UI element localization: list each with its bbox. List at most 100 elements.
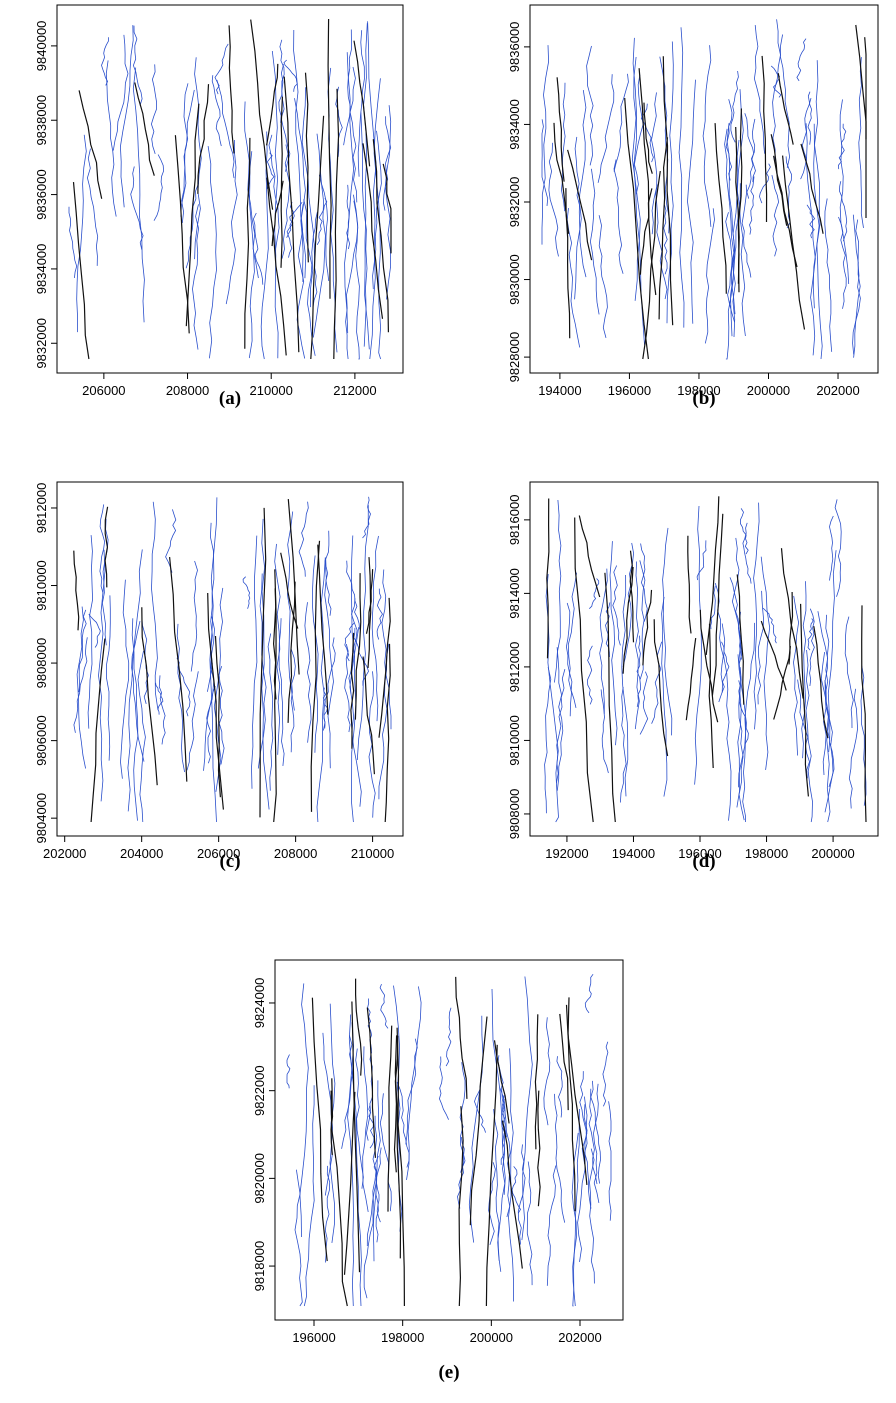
edge-trace: [770, 65, 782, 98]
edge-trace: [759, 163, 771, 204]
edge-trace: [824, 198, 833, 352]
edge-trace: [283, 59, 298, 92]
lineament-trace: [310, 115, 325, 360]
edge-trace: [278, 618, 285, 766]
edge-trace: [242, 576, 251, 609]
y-tick-label: 9828000: [507, 332, 522, 383]
lineament-trace: [469, 1016, 488, 1226]
x-tick-label: 208000: [274, 846, 317, 861]
y-tick-label: 9834000: [507, 99, 522, 150]
lineament-trace: [537, 1090, 541, 1207]
lineament-trace: [73, 550, 80, 631]
edge-trace: [714, 582, 724, 693]
edge-trace: [725, 212, 735, 323]
edge-trace: [858, 57, 864, 228]
edge-trace: [824, 680, 835, 788]
edge-trace: [180, 83, 189, 217]
lineament-trace: [458, 1106, 464, 1307]
y-tick-label: 9822000: [252, 1065, 267, 1116]
edge-trace: [76, 134, 87, 333]
panel: 194000 196000 198000 200000 202000 9828000 983…: [507, 4, 879, 409]
edge-trace: [806, 204, 816, 239]
x-tick-label: 202000: [816, 383, 859, 398]
edge-trace: [736, 611, 742, 808]
edge-trace: [779, 34, 791, 168]
edge-trace: [323, 637, 336, 731]
edge-trace: [181, 89, 195, 224]
edge-trace: [661, 596, 668, 797]
edge-trace: [556, 668, 566, 784]
edge-trace: [834, 499, 842, 597]
edge-trace: [602, 1041, 609, 1107]
x-tick-label: 196000: [678, 846, 721, 861]
edge-trace: [817, 611, 831, 753]
lineament-trace: [638, 68, 657, 296]
edge-trace: [725, 99, 733, 181]
edge-trace: [574, 136, 587, 278]
lineament-trace: [685, 638, 697, 721]
edge-trace: [99, 504, 106, 594]
edge-trace: [760, 556, 771, 770]
edge-trace: [800, 97, 812, 180]
edge-trace: [119, 25, 134, 208]
edge-trace: [736, 139, 746, 337]
edge-trace: [772, 19, 781, 162]
edge-trace: [298, 501, 309, 577]
edge-trace: [612, 565, 621, 646]
lineament-trace: [311, 997, 328, 1262]
edge-trace: [753, 25, 765, 154]
edge-trace: [584, 1096, 592, 1209]
x-tick-label: 200000: [747, 383, 790, 398]
edge-trace: [762, 607, 777, 644]
lineament-trace: [773, 155, 798, 268]
edge-trace: [286, 1054, 291, 1089]
edge-trace: [112, 34, 129, 151]
lineament-trace: [362, 656, 375, 775]
panel-caption: (e): [438, 1362, 459, 1383]
edge-trace: [588, 1080, 598, 1185]
edge-trace: [344, 622, 355, 662]
edge-trace: [560, 82, 566, 212]
edge-trace: [362, 496, 371, 539]
lineament-trace: [699, 609, 719, 723]
edge-trace: [218, 665, 225, 765]
edge-trace: [367, 21, 377, 360]
edge-trace: [445, 1007, 452, 1067]
edge-trace: [812, 60, 820, 309]
x-tick-label: 206000: [197, 846, 240, 861]
edge-trace: [579, 1071, 588, 1165]
edge-trace: [820, 652, 834, 813]
x-tick-label: 210000: [351, 846, 394, 861]
lineament-trace: [169, 557, 188, 782]
x-tick-label: 196000: [292, 1330, 335, 1345]
edge-trace: [303, 199, 316, 356]
edge-trace: [666, 41, 674, 324]
lineament-trace: [362, 143, 384, 319]
edge-trace: [294, 98, 306, 283]
edge-trace: [511, 1166, 521, 1214]
edge-trace: [737, 654, 747, 823]
lineament-trace: [861, 605, 867, 823]
x-tick-label: 212000: [333, 383, 376, 398]
lineament-trace: [134, 82, 155, 176]
edge-trace: [724, 128, 736, 315]
edge-trace: [155, 682, 164, 715]
edge-trace: [589, 1148, 595, 1284]
lineament-trace: [565, 1004, 588, 1185]
plot-frame: [529, 4, 879, 374]
x-tick-label: 198000: [745, 846, 788, 861]
edge-trace: [740, 508, 749, 555]
edge-trace: [593, 1083, 600, 1203]
edge-trace: [213, 587, 224, 792]
edge-trace: [176, 623, 185, 773]
edge-trace: [663, 204, 668, 275]
lineament-trace: [567, 997, 576, 1212]
edge-trace: [587, 645, 593, 705]
edge-trace: [316, 197, 328, 245]
edge-trace: [271, 50, 279, 359]
lineament-trace: [287, 499, 300, 675]
edge-trace: [76, 606, 86, 769]
edge-trace: [710, 585, 716, 630]
lineament-trace: [864, 37, 867, 140]
